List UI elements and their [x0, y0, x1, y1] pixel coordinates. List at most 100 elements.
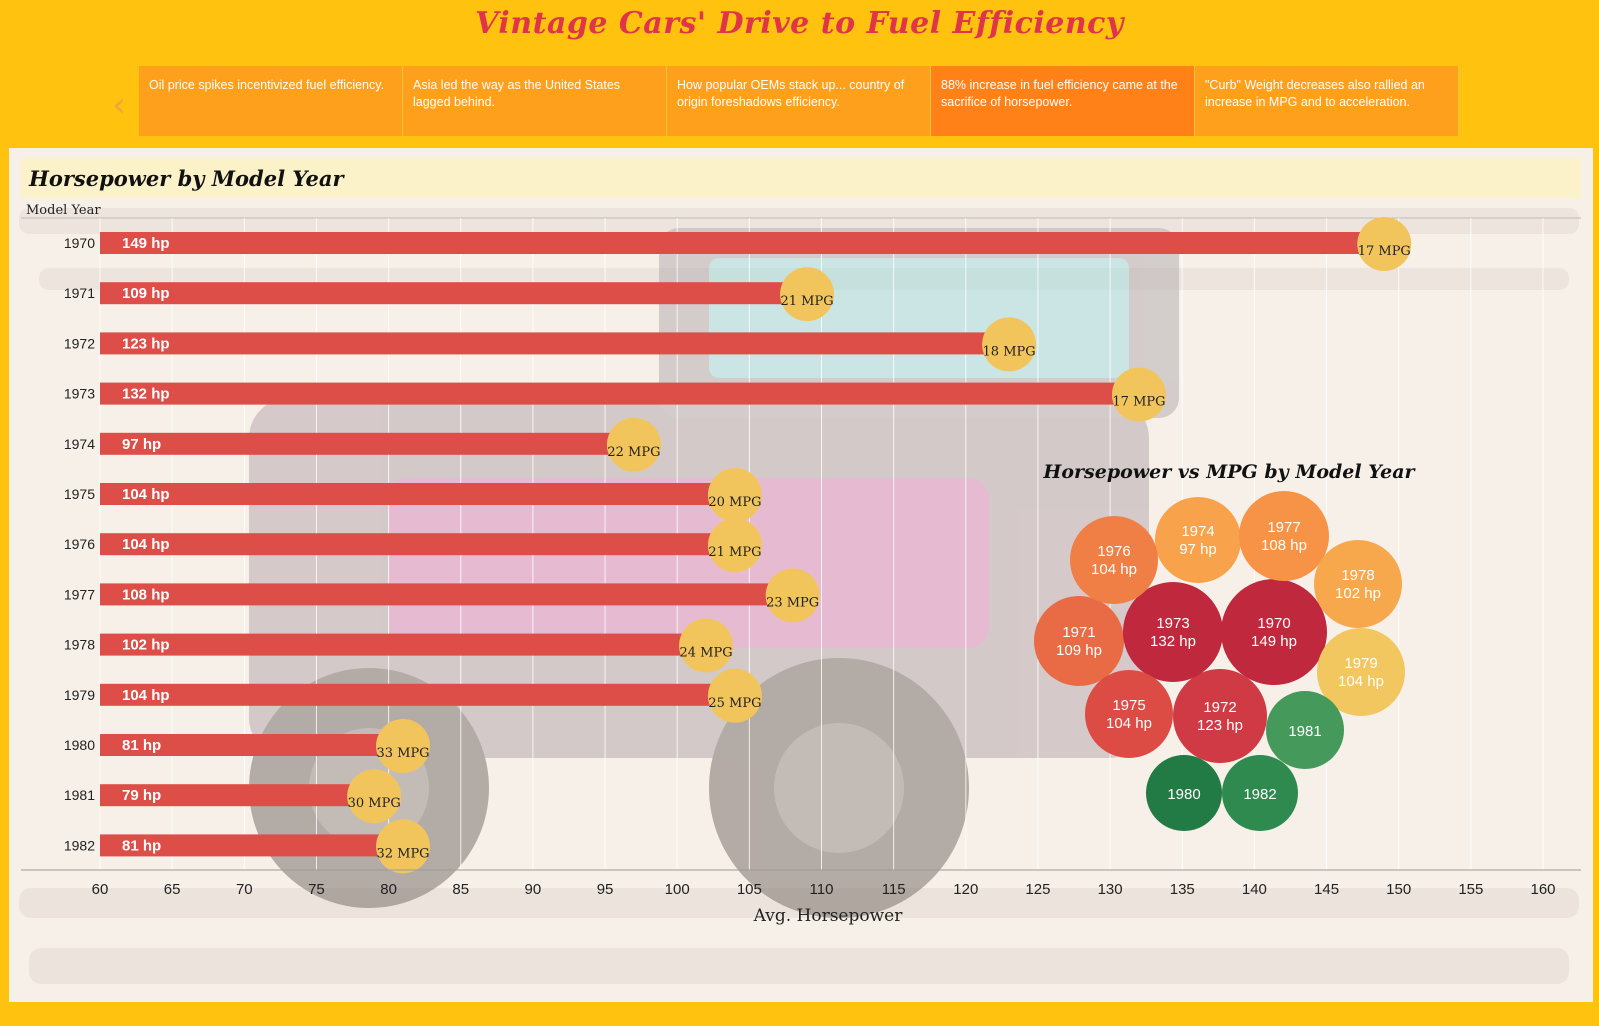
hp-bar-label: 123 hp [122, 335, 170, 352]
hp-bar [100, 332, 1010, 355]
x-tick-label: 95 [597, 881, 614, 898]
bubble-1971 [1034, 596, 1124, 686]
bubble-hp-label: 108 hp [1261, 537, 1307, 554]
y-tick-label: 1970 [64, 235, 95, 251]
hp-bar-label: 149 hp [122, 235, 170, 252]
bubble-year-label: 1974 [1181, 523, 1214, 540]
bubble-year-label: 1973 [1156, 615, 1189, 632]
bubble-hp-label: 97 hp [1179, 541, 1217, 558]
hp-bar-label: 81 hp [122, 837, 161, 854]
bubble-hp-label: 132 hp [1150, 633, 1196, 650]
x-tick-label: 75 [308, 881, 325, 898]
mpg-circle [376, 719, 431, 773]
hp-bar-label: 97 hp [122, 436, 161, 453]
mpg-label: 25 MPG [708, 696, 761, 711]
bubble-year-label: 1976 [1097, 543, 1130, 560]
hp-bar-label: 102 hp [122, 637, 170, 654]
bubble-1972 [1173, 669, 1267, 763]
dashboard-panel: Horsepower by Model Year Model Year 1970… [9, 148, 1593, 1002]
x-tick-label: 125 [1025, 881, 1050, 898]
y-tick-label: 1977 [64, 586, 95, 602]
x-tick-label: 70 [236, 881, 253, 898]
bubble-1981 [1266, 691, 1344, 769]
hp-bar-label: 81 hp [122, 737, 161, 754]
bubble-hp-label: 109 hp [1056, 642, 1102, 659]
bubble-1970 [1221, 579, 1327, 685]
bubble-year-label: 1971 [1062, 624, 1095, 641]
chevron-left-icon[interactable]: ‹ [112, 85, 126, 125]
hp-bar-label: 79 hp [122, 787, 161, 804]
hp-bar-label: 132 hp [122, 386, 170, 403]
mpg-circle [679, 618, 734, 673]
hp-bar [100, 683, 735, 706]
mpg-label: 24 MPG [679, 646, 732, 661]
hp-bar-label: 109 hp [122, 285, 170, 302]
y-tick-label: 1980 [64, 737, 95, 753]
mpg-circle [780, 267, 835, 322]
mpg-circle [982, 317, 1037, 372]
story-point-5[interactable]: "Curb" Weight decreases also rallied an … [1195, 66, 1459, 136]
y-tick-label: 1979 [64, 687, 95, 703]
mpg-label: 32 MPG [376, 846, 429, 861]
hp-bar [100, 633, 707, 656]
hp-bar [100, 784, 375, 807]
bubble-hp-label: 149 hp [1251, 633, 1297, 650]
x-tick-label: 85 [452, 881, 469, 898]
y-axis-label: Model Year [26, 203, 101, 218]
mpg-label: 21 MPG [708, 545, 761, 560]
bubble-year-label: 1982 [1243, 786, 1276, 803]
bubble-1976 [1070, 516, 1158, 604]
story-point-4[interactable]: 88% increase in fuel efficiency came at … [931, 66, 1195, 136]
x-tick-label: 115 [882, 881, 906, 898]
mpg-circle [376, 819, 431, 874]
y-tick-label: 1978 [64, 637, 95, 653]
mpg-label: 23 MPG [766, 595, 819, 610]
bubble-1973 [1123, 582, 1223, 682]
x-tick-label: 105 [737, 881, 762, 898]
story-point-1[interactable]: Oil price spikes incentivized fuel effic… [139, 66, 403, 136]
bubble-1980 [1146, 755, 1222, 831]
hp-bar [100, 382, 1139, 405]
mpg-label: 18 MPG [983, 344, 1036, 359]
story-navigator: Oil price spikes incentivized fuel effic… [139, 66, 1459, 136]
x-tick-label: 160 [1530, 881, 1555, 898]
hp-bar [100, 583, 793, 606]
bubble-1982 [1222, 755, 1298, 831]
x-tick-label: 130 [1098, 881, 1123, 898]
y-tick-label: 1974 [64, 436, 95, 452]
story-point-3[interactable]: How popular OEMs stack up... country of … [667, 66, 931, 136]
story-point-2[interactable]: Asia led the way as the United States la… [403, 66, 667, 136]
x-tick-label: 150 [1386, 881, 1411, 898]
x-tick-label: 120 [953, 881, 978, 898]
hp-bar [100, 533, 735, 556]
hp-bar [100, 282, 808, 305]
mpg-circle [1357, 217, 1412, 271]
hp-bar [100, 483, 735, 505]
mpg-label: 17 MPG [1358, 244, 1411, 259]
y-tick-label: 1982 [64, 837, 95, 853]
y-tick-label: 1975 [64, 486, 95, 502]
bubble-year-label: 1979 [1344, 655, 1377, 672]
y-tick-label: 1981 [64, 787, 95, 803]
mpg-circle [707, 668, 762, 723]
hp-bar [100, 734, 404, 756]
x-tick-label: 65 [164, 881, 181, 898]
hp-bar [100, 232, 1385, 254]
x-tick-label: 90 [525, 881, 542, 898]
mpg-circle [606, 417, 661, 472]
mpg-label: 30 MPG [348, 796, 401, 811]
hp-bar [100, 432, 634, 455]
hp-bar-label: 108 hp [122, 586, 170, 603]
bubble-1979 [1317, 628, 1405, 716]
y-tick-label: 1973 [64, 386, 95, 402]
mpg-circle [347, 769, 402, 824]
x-tick-label: 145 [1314, 881, 1339, 898]
mpg-circle [765, 568, 820, 623]
bubble-hp-label: 104 hp [1091, 561, 1137, 578]
bubble-year-label: 1981 [1288, 723, 1321, 740]
bubble-hp-label: 102 hp [1335, 585, 1381, 602]
bubble-chart-title: Horsepower vs MPG by Model Year [1042, 461, 1416, 483]
bubble-year-label: 1977 [1267, 519, 1300, 536]
hp-bar-label: 104 hp [122, 687, 170, 704]
